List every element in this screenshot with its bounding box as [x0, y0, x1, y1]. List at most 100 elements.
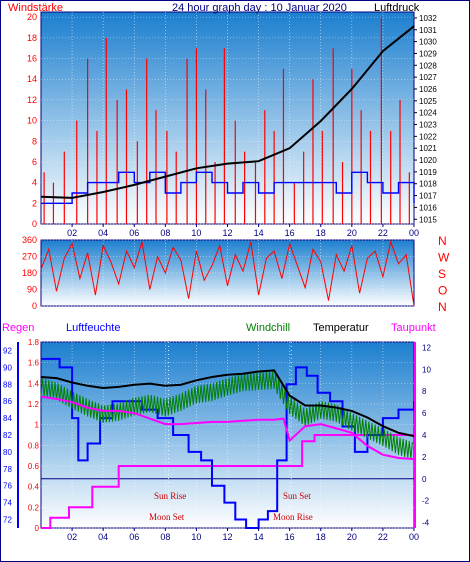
- legend-regen: Regen: [2, 322, 35, 334]
- rain-tick-label: 0.6: [28, 462, 40, 471]
- temperature-line: [40, 369, 415, 438]
- wind-tick-label: 8: [32, 136, 37, 146]
- humidity-tick-label: 74: [3, 499, 12, 508]
- compass-label: N: [438, 234, 447, 248]
- x-tick-label: 18: [316, 532, 326, 542]
- humidity-tick-label: 76: [3, 482, 12, 491]
- compass-label: W: [438, 251, 450, 265]
- direction-tick-label: 90: [27, 285, 37, 295]
- humidity-tick-label: 88: [3, 380, 12, 389]
- pressure-tick-label: 1020: [419, 156, 437, 165]
- pressure-tick-label: 1028: [419, 61, 437, 70]
- rain-tick-label: 0: [35, 524, 40, 533]
- humidity-tick-label: 92: [3, 346, 12, 355]
- wind-axis-title: Windstärke: [8, 2, 64, 14]
- pressure-tick-label: 1016: [419, 203, 437, 212]
- x-tick-label: 10: [191, 228, 201, 238]
- pressure-tick-label: 1022: [419, 132, 437, 141]
- moon-set-label: Moon Set: [149, 512, 185, 522]
- legend-windchill: Windchill: [246, 322, 291, 334]
- x-tick-label: 02: [67, 532, 77, 542]
- temp-tick-label: 2: [422, 453, 427, 462]
- pressure-tick-label: 1029: [419, 49, 437, 58]
- humidity-tick-label: 72: [3, 516, 12, 525]
- pressure-tick-label: 1025: [419, 97, 437, 106]
- humidity-tick-label: 86: [3, 397, 12, 406]
- wind-average-line: [41, 171, 415, 204]
- x-tick-label: 10: [191, 532, 201, 542]
- x-tick-label: 00: [409, 532, 419, 542]
- humidity-tick-label: 90: [3, 363, 12, 372]
- pressure-line: [40, 25, 415, 199]
- rain-tick-label: 1.4: [28, 379, 40, 388]
- rain-tick-label: 1.6: [28, 359, 40, 368]
- temp-tick-label: 10: [422, 365, 431, 374]
- legend-temperatur: Temperatur: [313, 322, 369, 334]
- humidity-tick-label: 82: [3, 431, 12, 440]
- x-tick-label: 06: [129, 532, 139, 542]
- wind-tick-label: 12: [27, 95, 37, 105]
- sun-set-label: Sun Set: [283, 491, 311, 501]
- x-tick-label: 18: [316, 228, 326, 238]
- pressure-tick-label: 1026: [419, 85, 437, 94]
- legend-taupunkt: Taupunkt: [391, 322, 436, 334]
- humidity-line: [41, 357, 415, 529]
- wind-tick-label: 20: [27, 12, 37, 22]
- windchill-line: [40, 371, 413, 460]
- direction-tick-label: 270: [22, 252, 37, 262]
- rain-tick-label: 1: [35, 421, 40, 430]
- pressure-tick-label: 1030: [419, 38, 437, 47]
- pressure-tick-label: 1021: [419, 144, 437, 153]
- page-title: 24 hour graph day : 10 Januar 2020: [172, 2, 347, 14]
- wind-tick-label: 14: [27, 74, 37, 84]
- wind-tick-label: 6: [32, 157, 37, 167]
- rain-tick-label: 0.8: [28, 441, 40, 450]
- humidity-tick-label: 84: [3, 414, 12, 423]
- x-tick-label: 08: [160, 228, 170, 238]
- wind-tick-label: 10: [27, 116, 37, 126]
- compass-label: N: [438, 300, 447, 314]
- wind-tick-label: 16: [27, 54, 37, 64]
- temp-tick-label: -4: [422, 519, 430, 528]
- pressure-tick-label: 1017: [419, 192, 437, 201]
- pressure-tick-label: 1018: [419, 180, 437, 189]
- x-tick-label: 14: [254, 532, 264, 542]
- pressure-tick-label: 1015: [419, 215, 437, 224]
- rain-tick-label: 0.2: [28, 503, 40, 512]
- humidity-tick-label: 80: [3, 448, 12, 457]
- compass-label: O: [438, 284, 447, 298]
- rain-tick-label: 1.2: [28, 400, 40, 409]
- temp-tick-label: 4: [422, 431, 427, 440]
- x-tick-label: 04: [98, 532, 108, 542]
- humidity-tick-label: 78: [3, 465, 12, 474]
- wind-tick-label: 2: [32, 198, 37, 208]
- compass-label: S: [438, 267, 446, 281]
- pressure-tick-label: 1027: [419, 73, 437, 82]
- rain-tick-label: 1.8: [28, 338, 40, 347]
- temp-tick-label: 8: [422, 387, 427, 396]
- x-tick-label: 16: [285, 228, 295, 238]
- x-tick-label: 02: [67, 228, 77, 238]
- pressure-tick-label: 1031: [419, 26, 437, 35]
- x-tick-label: 00: [409, 228, 419, 238]
- x-tick-label: 04: [98, 228, 108, 238]
- pressure-tick-label: 1024: [419, 109, 437, 118]
- direction-tick-label: 0: [32, 301, 37, 311]
- dewpoint-line: [40, 395, 415, 461]
- x-tick-label: 12: [222, 228, 232, 238]
- pressure-tick-label: 1019: [419, 168, 437, 177]
- temp-tick-label: 6: [422, 409, 427, 418]
- legend-luftfeuchte: Luftfeuchte: [66, 322, 121, 334]
- x-tick-label: 20: [347, 228, 357, 238]
- direction-tick-label: 360: [22, 235, 37, 245]
- x-tick-label: 08: [160, 532, 170, 542]
- temp-tick-label: 12: [422, 343, 431, 352]
- pressure-tick-label: 1023: [419, 121, 437, 130]
- wind-tick-label: 4: [32, 178, 37, 188]
- x-tick-label: 22: [378, 228, 388, 238]
- x-tick-label: 16: [285, 532, 295, 542]
- x-tick-label: 20: [347, 532, 357, 542]
- x-tick-label: 12: [222, 532, 232, 542]
- rain-line: [41, 434, 414, 529]
